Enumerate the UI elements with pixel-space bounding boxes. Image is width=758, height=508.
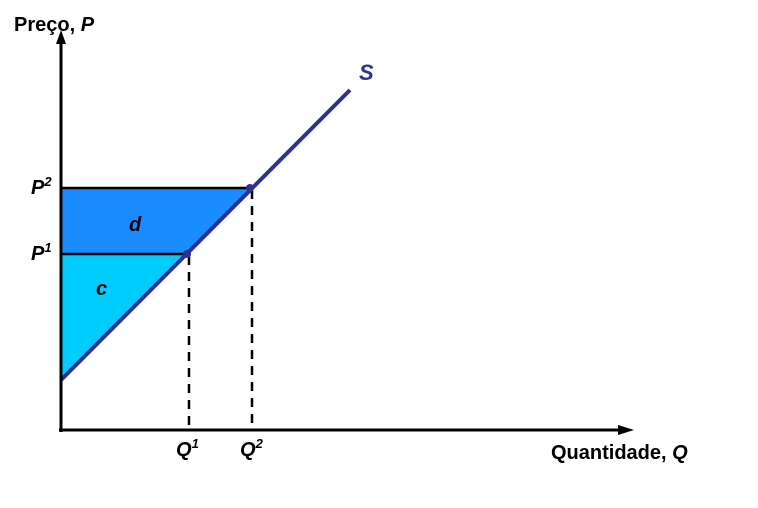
y-axis-label: Preço, P: [14, 14, 95, 36]
supply-label: S: [359, 60, 374, 85]
q2-label: Q2: [240, 436, 264, 461]
supply-curve: [59, 88, 352, 382]
area-d-label: d: [129, 214, 142, 236]
point-q1-p1: [183, 250, 191, 258]
area-c-label: c: [96, 278, 107, 300]
y-axis-arrow: [56, 30, 66, 44]
p1-label: P1: [31, 240, 52, 265]
p2-label: P2: [31, 174, 52, 199]
point-q2-p2: [246, 184, 254, 192]
x-axis-arrow: [618, 425, 634, 435]
q1-label: Q1: [176, 436, 199, 461]
x-axis-label: Quantidade, Q: [551, 442, 688, 464]
